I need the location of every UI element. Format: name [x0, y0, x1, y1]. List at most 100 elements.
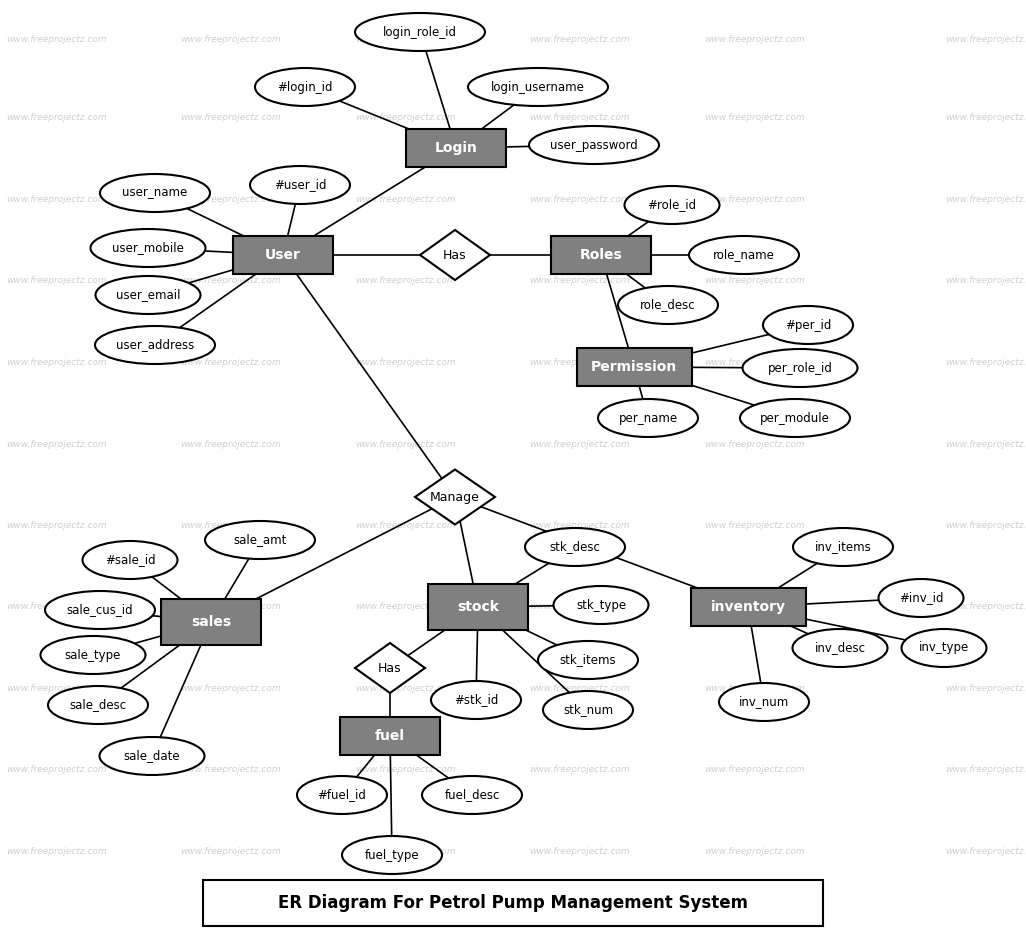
Text: inventory: inventory: [710, 600, 786, 614]
Text: www.freeprojectz.com: www.freeprojectz.com: [529, 847, 630, 856]
Text: Manage: Manage: [430, 490, 480, 503]
Text: www.freeprojectz.com: www.freeprojectz.com: [181, 765, 281, 774]
Ellipse shape: [792, 629, 887, 667]
Text: Roles: Roles: [580, 248, 623, 262]
Polygon shape: [420, 230, 490, 280]
Polygon shape: [355, 643, 425, 693]
Ellipse shape: [763, 306, 853, 344]
Text: www.freeprojectz.com: www.freeprojectz.com: [181, 113, 281, 122]
Text: www.freeprojectz.com: www.freeprojectz.com: [6, 602, 107, 612]
Text: www.freeprojectz.com: www.freeprojectz.com: [945, 113, 1026, 122]
Text: www.freeprojectz.com: www.freeprojectz.com: [181, 276, 281, 285]
Text: www.freeprojectz.com: www.freeprojectz.com: [704, 113, 804, 122]
Text: #login_id: #login_id: [277, 81, 332, 93]
Ellipse shape: [543, 691, 633, 729]
Text: #role_id: #role_id: [647, 199, 697, 212]
Ellipse shape: [95, 276, 200, 314]
Text: Has: Has: [379, 662, 402, 675]
Polygon shape: [415, 470, 495, 524]
Text: www.freeprojectz.com: www.freeprojectz.com: [6, 113, 107, 122]
FancyBboxPatch shape: [161, 599, 261, 645]
Ellipse shape: [205, 521, 315, 559]
Text: www.freeprojectz.com: www.freeprojectz.com: [945, 765, 1026, 774]
Text: www.freeprojectz.com: www.freeprojectz.com: [704, 520, 804, 530]
Text: www.freeprojectz.com: www.freeprojectz.com: [529, 35, 630, 44]
Text: www.freeprojectz.com: www.freeprojectz.com: [704, 684, 804, 694]
FancyBboxPatch shape: [233, 236, 333, 274]
Text: ER Diagram For Petrol Pump Management System: ER Diagram For Petrol Pump Management Sy…: [278, 894, 748, 913]
Text: www.freeprojectz.com: www.freeprojectz.com: [6, 520, 107, 530]
Text: www.freeprojectz.com: www.freeprojectz.com: [181, 195, 281, 204]
Text: sale_desc: sale_desc: [70, 698, 126, 711]
Text: Permission: Permission: [591, 360, 677, 374]
Text: #per_id: #per_id: [785, 318, 831, 331]
Ellipse shape: [719, 683, 808, 721]
Text: www.freeprojectz.com: www.freeprojectz.com: [945, 439, 1026, 449]
Text: fuel: fuel: [374, 729, 405, 743]
Text: www.freeprojectz.com: www.freeprojectz.com: [945, 358, 1026, 367]
Text: www.freeprojectz.com: www.freeprojectz.com: [945, 520, 1026, 530]
FancyBboxPatch shape: [406, 129, 506, 167]
Text: www.freeprojectz.com: www.freeprojectz.com: [529, 520, 630, 530]
Text: www.freeprojectz.com: www.freeprojectz.com: [704, 35, 804, 44]
Ellipse shape: [529, 126, 659, 164]
Ellipse shape: [525, 528, 625, 566]
Text: www.freeprojectz.com: www.freeprojectz.com: [529, 113, 630, 122]
Text: #sale_id: #sale_id: [105, 553, 155, 566]
Text: sale_amt: sale_amt: [233, 534, 286, 547]
Text: login_username: login_username: [491, 81, 585, 93]
Text: www.freeprojectz.com: www.freeprojectz.com: [945, 276, 1026, 285]
Text: www.freeprojectz.com: www.freeprojectz.com: [704, 602, 804, 612]
Text: per_module: per_module: [760, 411, 830, 424]
Ellipse shape: [689, 236, 799, 274]
Ellipse shape: [793, 528, 893, 566]
Ellipse shape: [878, 579, 963, 617]
Text: www.freeprojectz.com: www.freeprojectz.com: [355, 35, 456, 44]
Ellipse shape: [422, 776, 522, 814]
Text: www.freeprojectz.com: www.freeprojectz.com: [529, 684, 630, 694]
Text: www.freeprojectz.com: www.freeprojectz.com: [6, 358, 107, 367]
Text: www.freeprojectz.com: www.freeprojectz.com: [355, 358, 456, 367]
Text: fuel_desc: fuel_desc: [444, 789, 500, 802]
Text: sale_cus_id: sale_cus_id: [67, 603, 133, 616]
Ellipse shape: [100, 174, 210, 212]
Text: www.freeprojectz.com: www.freeprojectz.com: [704, 847, 804, 856]
Text: www.freeprojectz.com: www.freeprojectz.com: [6, 847, 107, 856]
Text: www.freeprojectz.com: www.freeprojectz.com: [181, 602, 281, 612]
Text: Has: Has: [443, 248, 467, 262]
Text: www.freeprojectz.com: www.freeprojectz.com: [6, 765, 107, 774]
Text: www.freeprojectz.com: www.freeprojectz.com: [704, 195, 804, 204]
Ellipse shape: [90, 229, 205, 267]
Text: sale_type: sale_type: [65, 648, 121, 662]
Text: inv_desc: inv_desc: [815, 642, 866, 655]
Ellipse shape: [40, 636, 146, 674]
Text: www.freeprojectz.com: www.freeprojectz.com: [945, 684, 1026, 694]
Text: www.freeprojectz.com: www.freeprojectz.com: [6, 195, 107, 204]
Text: www.freeprojectz.com: www.freeprojectz.com: [355, 765, 456, 774]
Text: www.freeprojectz.com: www.freeprojectz.com: [529, 765, 630, 774]
Ellipse shape: [82, 541, 177, 579]
Text: www.freeprojectz.com: www.freeprojectz.com: [181, 847, 281, 856]
Text: #fuel_id: #fuel_id: [318, 789, 366, 802]
Ellipse shape: [468, 68, 608, 106]
Text: login_role_id: login_role_id: [383, 25, 457, 39]
Text: user_name: user_name: [122, 186, 188, 199]
Ellipse shape: [625, 186, 719, 224]
Text: per_role_id: per_role_id: [767, 361, 832, 375]
Text: stk_items: stk_items: [560, 653, 617, 666]
Text: www.freeprojectz.com: www.freeprojectz.com: [355, 520, 456, 530]
Text: www.freeprojectz.com: www.freeprojectz.com: [945, 35, 1026, 44]
Ellipse shape: [297, 776, 387, 814]
Text: user_password: user_password: [550, 138, 638, 152]
Ellipse shape: [598, 399, 698, 437]
FancyBboxPatch shape: [428, 584, 528, 630]
Text: www.freeprojectz.com: www.freeprojectz.com: [355, 113, 456, 122]
Ellipse shape: [255, 68, 355, 106]
Text: www.freeprojectz.com: www.freeprojectz.com: [529, 195, 630, 204]
Ellipse shape: [355, 13, 485, 51]
Text: www.freeprojectz.com: www.freeprojectz.com: [704, 765, 804, 774]
Text: stk_num: stk_num: [563, 704, 614, 716]
Text: www.freeprojectz.com: www.freeprojectz.com: [355, 847, 456, 856]
Text: www.freeprojectz.com: www.freeprojectz.com: [529, 602, 630, 612]
Text: User: User: [265, 248, 301, 262]
